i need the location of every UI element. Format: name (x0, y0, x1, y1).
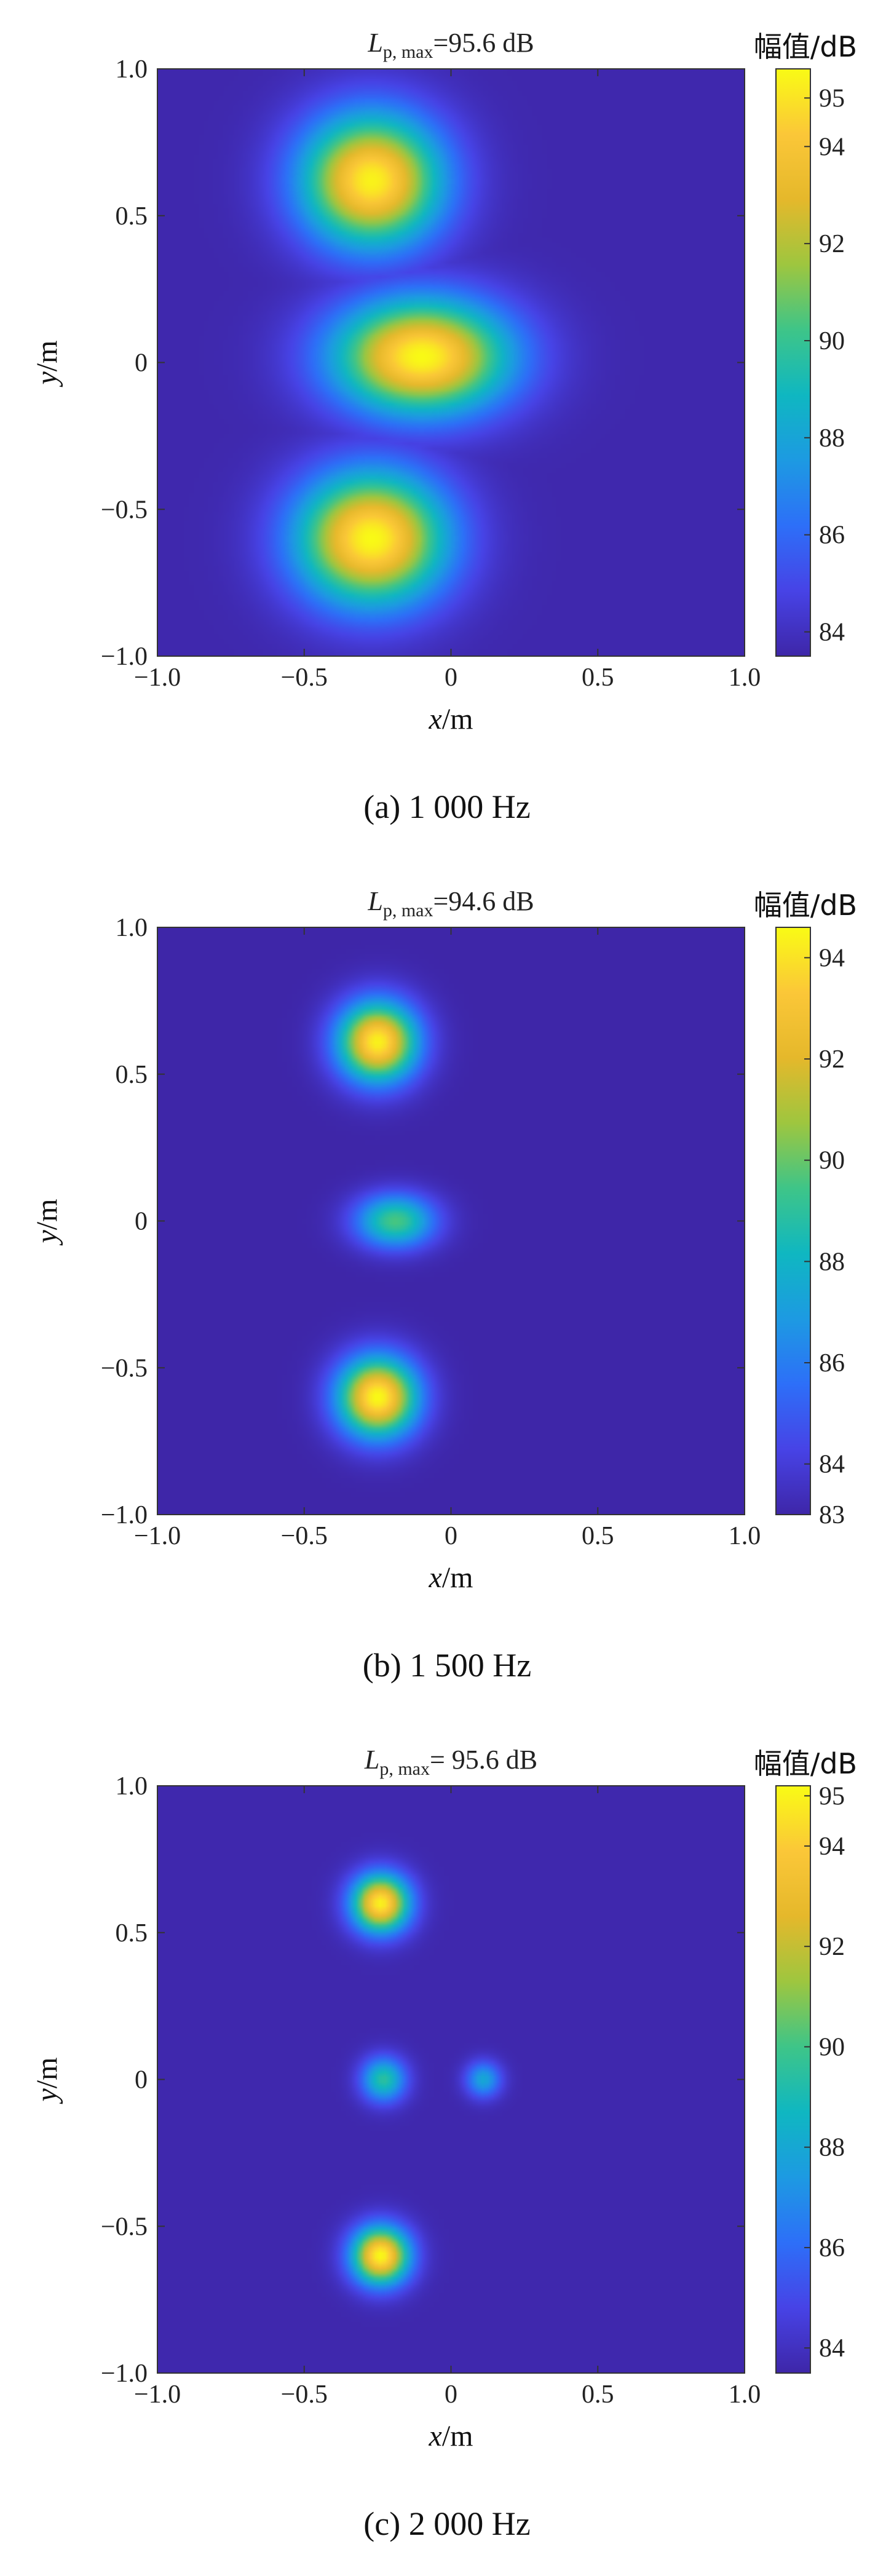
y-tick-label: −0.5 (101, 496, 148, 524)
heatmap-image (157, 69, 745, 656)
x-tick-label: 1.0 (729, 2380, 761, 2409)
title-subscript: p, max (383, 42, 433, 62)
heatmap-chart: Lp, max=94.6 dB −1.0 −0.5 0 0.5 1.0 1.0 0.5 0 −0.… (31, 886, 857, 1684)
title-value: = 95.6 dB (430, 1745, 537, 1775)
x-axis-var: x (429, 2420, 442, 2452)
panel-caption: (b) 1 500 Hz (363, 1647, 531, 1684)
colorbar-tick-label: 95 (819, 84, 845, 113)
panel-caption: (c) 2 000 Hz (363, 2505, 530, 2542)
heatmap-image (157, 1786, 745, 2373)
colorbar-tick-label: 90 (819, 1147, 845, 1175)
y-tick-label: 0.5 (116, 1061, 148, 1089)
y-axis-label: y/m (31, 1199, 63, 1246)
title-subscript: p, max (383, 900, 433, 921)
y-axis-unit: /m (31, 1199, 63, 1231)
x-tick-label: 0.5 (582, 2380, 614, 2409)
colorbar-tick-label: 86 (819, 2234, 845, 2262)
chart-title: Lp, max=95.6 dB (367, 28, 534, 62)
title-value: =95.6 dB (433, 28, 534, 58)
colorbar-tick-label: 84 (819, 1451, 845, 1479)
y-tick-label: 1.0 (116, 1772, 148, 1801)
colorbar-tick-label: 90 (819, 327, 845, 355)
heatmap-chart: Lp, max= 95.6 dB −1.0 −0.5 0 0.5 1.0 1.0 0.5 0 −0… (31, 1745, 857, 2542)
colorbar-tick-label: 94 (819, 944, 845, 972)
y-axis-unit: /m (31, 2058, 63, 2089)
x-axis-var: x (429, 1561, 442, 1594)
heatmap-chart: Lp, max=95.6 dB −1.0 −0.5 0 0.5 1.0 1.0 0.5 0 −0.… (31, 28, 857, 825)
y-axis-var: y (31, 2088, 63, 2104)
title-value: =94.6 dB (433, 886, 534, 916)
colorbar (775, 927, 811, 1515)
x-axis-label: x/m (429, 2420, 473, 2452)
x-tick-label: −1.0 (134, 2380, 181, 2409)
x-axis-unit: /m (442, 703, 473, 735)
x-tick-label: 1.0 (729, 1522, 761, 1550)
chart-panel-a: Lp, max=95.6 dB −1.0 −0.5 0 0.5 1.0 1.0 0.5 0 −0.… (0, 0, 894, 858)
x-tick-label: −0.5 (281, 664, 328, 692)
colorbar-tick-label: 88 (819, 2134, 845, 2162)
y-tick-label: 0.5 (116, 202, 148, 231)
y-tick-label: 1.0 (116, 914, 148, 942)
colorbar-tick-label: 88 (819, 1248, 845, 1276)
colorbar-label: 幅值/dB (754, 889, 857, 922)
colorbar-tick-label: 83 (819, 1501, 845, 1529)
colorbar-tick-label: 94 (819, 1833, 845, 1861)
colorbar-tick-label: 84 (819, 619, 845, 647)
y-tick-label: −1.0 (101, 2360, 148, 2388)
y-axis-label: y/m (31, 2058, 63, 2105)
colorbar-label: 幅值/dB (754, 30, 857, 63)
x-tick-label: 0.5 (582, 664, 614, 692)
y-tick-label: −1.0 (101, 643, 148, 671)
colorbar-tick-label: 92 (819, 1045, 845, 1074)
chart-title: Lp, max=94.6 dB (367, 886, 534, 921)
x-tick-label: 0 (445, 664, 457, 692)
x-axis-unit: /m (442, 1561, 473, 1594)
title-main: L (367, 28, 382, 58)
x-tick-label: −0.5 (281, 2380, 328, 2409)
chart-title: Lp, max= 95.6 dB (364, 1745, 537, 1779)
title-subscript: p, max (379, 1759, 430, 1779)
title-main: L (367, 886, 382, 916)
y-axis-unit: /m (31, 341, 63, 372)
y-tick-label: 0 (135, 2066, 148, 2094)
x-tick-label: 0 (445, 1522, 457, 1550)
x-tick-label: 0 (445, 2380, 457, 2409)
x-axis-var: x (429, 703, 442, 735)
colorbar (775, 1785, 811, 2374)
x-tick-label: −0.5 (281, 1522, 328, 1550)
colorbar-tick-label: 95 (819, 1782, 845, 1810)
title-main: L (364, 1745, 379, 1775)
colorbar-tick-label: 90 (819, 2033, 845, 2061)
x-tick-label: 0.5 (582, 1522, 614, 1550)
colorbar-tick-label: 92 (819, 1933, 845, 1961)
x-tick-label: −1.0 (134, 1522, 181, 1550)
y-tick-label: −0.5 (101, 2213, 148, 2241)
y-tick-label: 0.5 (116, 1919, 148, 1948)
colorbar-tick-label: 84 (819, 2334, 845, 2363)
y-tick-label: −1.0 (101, 1501, 148, 1529)
y-tick-label: 0 (135, 349, 148, 378)
colorbar-tick-label: 88 (819, 424, 845, 453)
chart-panel-b: Lp, max=94.6 dB −1.0 −0.5 0 0.5 1.0 1.0 0.5 0 −0.… (0, 858, 894, 1717)
y-tick-label: −0.5 (101, 1354, 148, 1382)
x-tick-label: −1.0 (134, 664, 181, 692)
x-axis-label: x/m (429, 1561, 473, 1594)
y-tick-label: 1.0 (116, 55, 148, 84)
chart-panel-c: Lp, max= 95.6 dB −1.0 −0.5 0 0.5 1.0 1.0 0.5 0 −0… (0, 1717, 894, 2576)
panel-caption: (a) 1 000 Hz (363, 788, 530, 825)
colorbar-tick-label: 86 (819, 1349, 845, 1377)
colorbar-tick-label: 86 (819, 521, 845, 550)
colorbar (775, 68, 811, 657)
heatmap-image (157, 927, 745, 1515)
x-axis-unit: /m (442, 2420, 473, 2452)
y-tick-label: 0 (135, 1208, 148, 1236)
y-axis-var: y (31, 371, 63, 387)
colorbar-tick-label: 94 (819, 133, 845, 161)
y-axis-label: y/m (31, 341, 63, 388)
x-tick-label: 1.0 (729, 664, 761, 692)
y-axis-var: y (31, 1229, 63, 1246)
colorbar-tick-label: 92 (819, 230, 845, 258)
x-axis-label: x/m (429, 703, 473, 735)
colorbar-label: 幅值/dB (754, 1747, 857, 1780)
